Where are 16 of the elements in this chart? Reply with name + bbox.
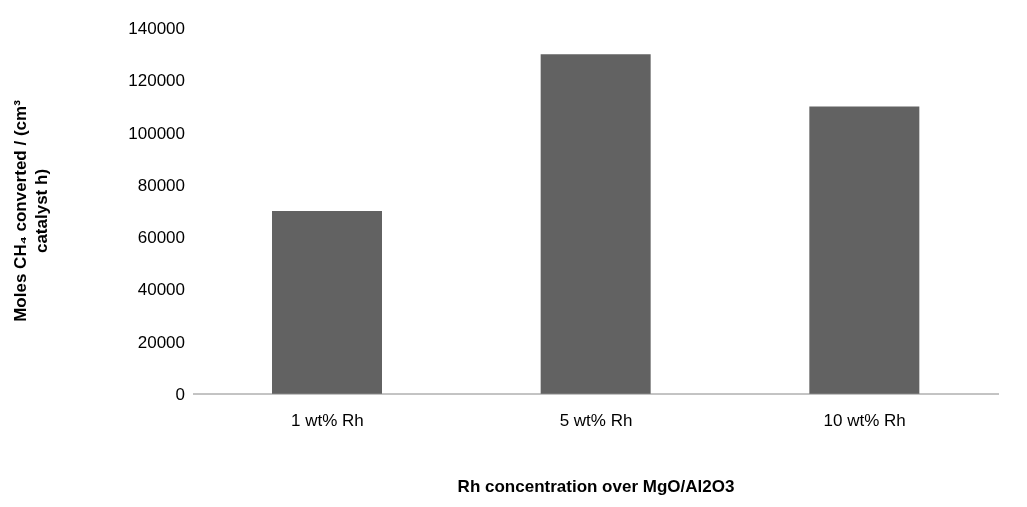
bar: [809, 106, 920, 394]
y-tick-label: 20000: [137, 332, 185, 352]
y-tick-label: 100000: [128, 123, 185, 143]
x-axis-title: Rh concentration over MgO/Al2O3: [457, 477, 735, 496]
y-tick-label: 80000: [137, 175, 185, 195]
bar: [540, 54, 651, 394]
y-tick-label: 140000: [128, 19, 185, 39]
bar: [272, 211, 382, 394]
y-tick-label: 120000: [128, 71, 185, 91]
y-axis-title: Moles CH₄ converted / (cm³ catalyst h): [11, 99, 51, 322]
y-tick-label: 0: [175, 385, 185, 405]
y-tick-label: 60000: [137, 228, 185, 248]
x-tick-label: 10 wt% Rh: [823, 411, 906, 431]
x-tick-label: 5 wt% Rh: [559, 411, 633, 431]
x-tick-label: 1 wt% Rh: [290, 411, 364, 431]
y-tick-label: 40000: [137, 280, 185, 300]
